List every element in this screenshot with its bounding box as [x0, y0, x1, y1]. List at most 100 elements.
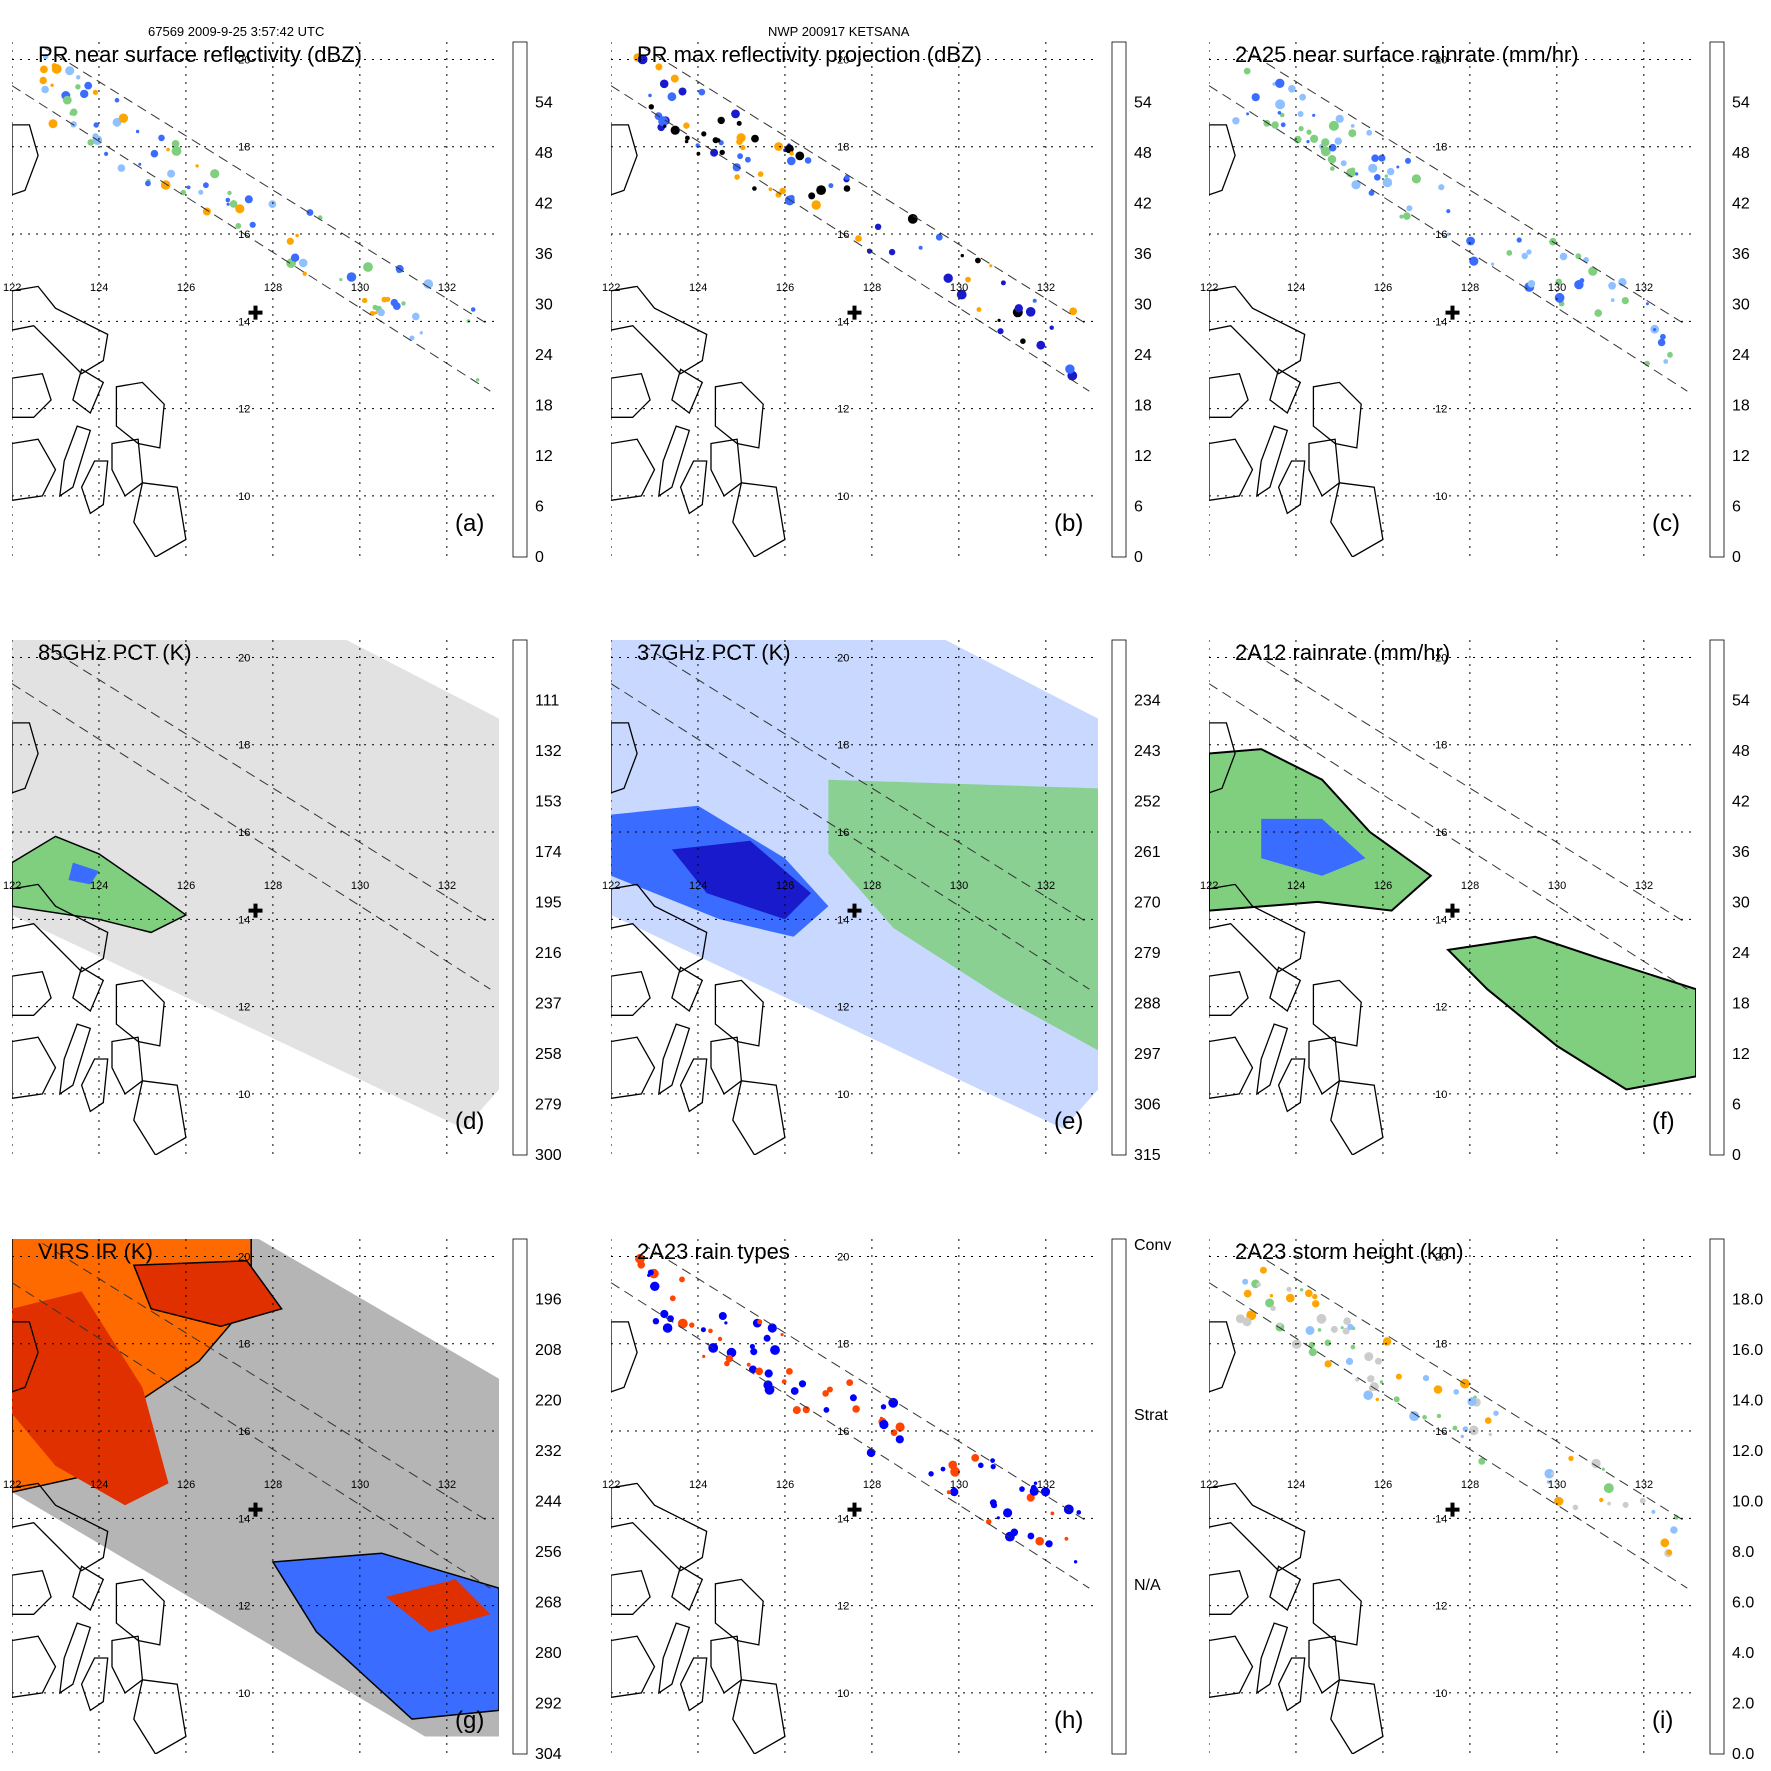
lon-label: 126	[776, 282, 794, 294]
rain-echo	[950, 1487, 959, 1497]
panel-tag: (i)	[1652, 1707, 1673, 1734]
lat-label: 18	[238, 1339, 250, 1351]
rain-echo	[637, 54, 648, 65]
lat-label: 12	[837, 1601, 849, 1613]
rain-echo	[696, 151, 701, 156]
colorbar-label: 18	[1732, 398, 1750, 415]
lat-label: 16	[1435, 827, 1447, 839]
rain-echo	[749, 1365, 757, 1374]
rain-echo	[1340, 1326, 1344, 1330]
rain-echo	[1446, 232, 1450, 236]
rain-echo	[1478, 1457, 1486, 1465]
colorbar-label: 252	[1134, 794, 1161, 811]
lon-label: 132	[1635, 1479, 1653, 1491]
rain-echo	[1491, 262, 1495, 266]
swath-edge	[1239, 643, 1688, 925]
lat-label: 20	[837, 652, 849, 664]
rain-echo	[976, 307, 982, 312]
lon-label: 124	[689, 1479, 707, 1491]
rain-echo	[1374, 174, 1381, 181]
rain-echo	[1666, 1549, 1672, 1555]
rain-echo	[1342, 1327, 1350, 1335]
rain-echo	[87, 139, 94, 146]
lat-label: 18	[837, 740, 849, 752]
rain-echo	[895, 1435, 904, 1444]
colorbar-label: 237	[535, 996, 562, 1013]
swath-edge	[641, 643, 1090, 925]
rain-echo	[1256, 1282, 1261, 1287]
rain-echo	[166, 147, 170, 152]
rain-echo	[1382, 177, 1393, 188]
rain-echo	[724, 1360, 730, 1367]
rain-echo	[648, 104, 654, 110]
rain-echo	[950, 1466, 960, 1477]
storm-center-marker	[847, 305, 862, 320]
rain-echo	[1469, 256, 1479, 266]
rain-echo	[1306, 129, 1312, 135]
rain-echo	[826, 1386, 833, 1393]
rain-echo	[1003, 1508, 1013, 1518]
rain-echo	[719, 149, 725, 156]
coastline	[12, 722, 39, 794]
rain-echo	[1355, 1377, 1360, 1382]
rain-echo	[76, 75, 81, 80]
colorbar-label: 208	[535, 1342, 562, 1359]
coastline	[657, 1023, 691, 1096]
swath-edge	[641, 1242, 1090, 1524]
swath-fill	[12, 640, 499, 1129]
coastline	[12, 1482, 109, 1572]
colorbar-label: 42	[1134, 196, 1152, 213]
colorbar-label: 30	[1134, 297, 1152, 314]
rain-echo	[734, 174, 740, 180]
lat-label: 16	[238, 827, 250, 839]
colorbar-label: 0	[535, 549, 544, 566]
coastline	[12, 1569, 52, 1615]
lat-label: 12	[1435, 1002, 1447, 1014]
rain-echo	[1653, 328, 1657, 332]
rain-echo	[62, 95, 72, 105]
lat-label: 16	[238, 229, 250, 241]
coastline	[1255, 1622, 1289, 1695]
colorbar-label: 243	[1134, 743, 1161, 760]
lon-label: 122	[3, 1479, 21, 1491]
rain-echo	[419, 331, 423, 335]
rain-echo	[698, 88, 706, 96]
lon-label: 128	[863, 1479, 881, 1491]
rain-echo	[701, 131, 707, 137]
coastline	[714, 1578, 764, 1646]
rain-echo	[1379, 1380, 1384, 1384]
coastline	[58, 1023, 92, 1096]
colorbar-label: 288	[1134, 996, 1161, 1013]
rain-echo	[1269, 1294, 1274, 1298]
rain-echo	[235, 204, 245, 214]
rain-echo	[1014, 304, 1023, 313]
coastline	[679, 1058, 708, 1113]
colorbar-label: 234	[1134, 693, 1161, 710]
rain-echo	[390, 298, 398, 307]
colorbar-label: 48	[1732, 743, 1750, 760]
rain-echo	[104, 151, 109, 156]
panel-tag: (f)	[1652, 1108, 1675, 1135]
rain-echo	[1371, 154, 1379, 162]
colorbar-label: 54	[535, 95, 553, 112]
lat-label: 10	[1435, 491, 1447, 503]
colorbar-label: 220	[535, 1393, 562, 1410]
lat-label: 20	[238, 54, 250, 66]
colorbar-frame	[1111, 41, 1127, 558]
rain-echo	[1368, 163, 1378, 173]
panel-title: 85GHz PCT (K)	[38, 640, 192, 665]
rain-echo	[989, 1499, 997, 1506]
lat-label: 14	[238, 316, 250, 328]
coastline	[1209, 1321, 1236, 1393]
rain-echo	[1242, 1278, 1249, 1285]
rain-echo	[745, 156, 751, 163]
lat-label: 20	[837, 1251, 849, 1263]
lat-label: 10	[837, 1688, 849, 1700]
storm-center-marker	[248, 1502, 263, 1517]
rain-echo	[768, 187, 773, 192]
rain-echo	[298, 258, 308, 268]
lat-label: 18	[1435, 740, 1447, 752]
lon-label: 126	[776, 880, 794, 892]
